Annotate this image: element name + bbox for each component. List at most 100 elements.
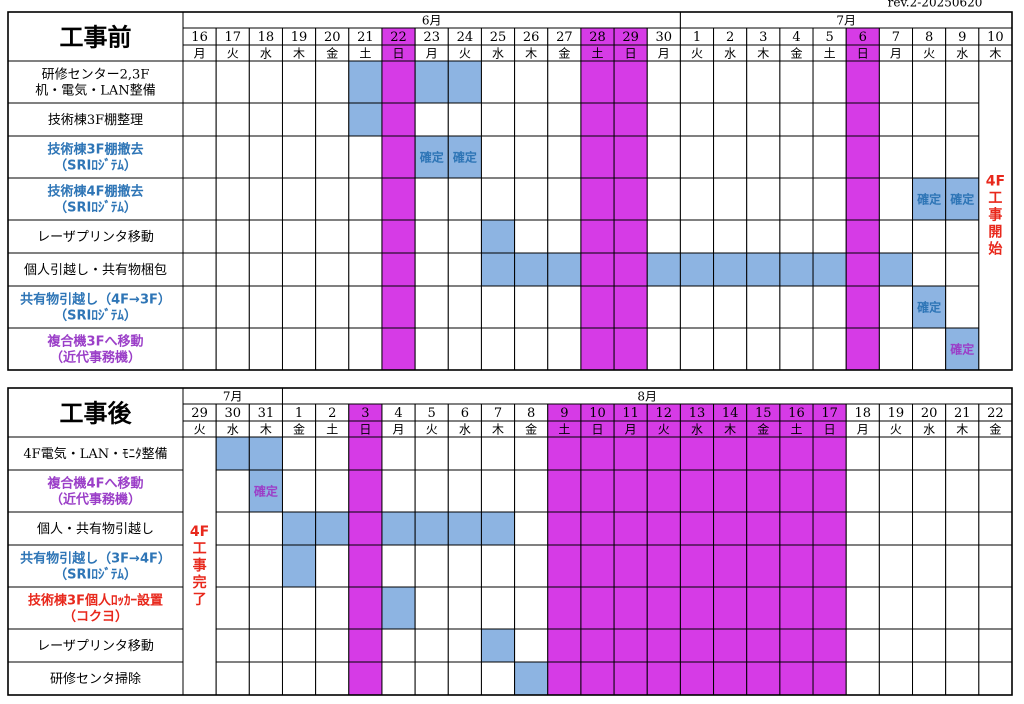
day-label: 16 [788,406,805,421]
weekday-label: 金 [293,422,305,437]
empty-cell [414,544,449,588]
holiday-cell [613,177,648,221]
weekday-label: 火 [426,423,438,437]
empty-cell [779,285,814,329]
task-label-cell [7,102,184,137]
empty-cell [447,544,482,588]
weekday-label: 金 [326,46,338,61]
holiday-cell [779,628,814,663]
holiday-cell [348,469,383,513]
empty-cell [248,60,283,104]
empty-cell [912,661,947,696]
holiday-cell [679,469,715,513]
confirmed-label: 確定 [420,150,444,165]
empty-cell [746,102,781,137]
empty-cell [281,135,317,179]
empty-cell [878,661,914,696]
weekday-label: 月 [857,423,869,437]
holiday-cell [713,469,748,513]
holiday-cell [679,628,715,663]
holiday-cell [713,511,748,546]
table-border [7,387,1013,696]
day-label: 17 [224,30,241,45]
holiday-cell [679,511,715,546]
empty-cell [845,469,880,513]
empty-cell [746,219,781,254]
task-block [812,252,847,287]
day-label: 9 [560,406,568,421]
weekday-label: 月 [658,47,670,61]
holiday-cell [746,436,781,471]
holiday-cell [348,511,383,546]
weekday-label: 月 [393,423,405,437]
day-label: 1 [295,406,303,421]
empty-cell [912,102,947,137]
holiday-cell [812,661,847,696]
empty-cell [182,60,217,104]
holiday-cell [779,586,814,630]
empty-cell [845,511,880,546]
weekday-label: 木 [293,47,305,61]
empty-cell [281,177,317,221]
empty-cell [414,469,449,513]
holiday-cell [547,511,582,546]
empty-cell [315,219,350,254]
empty-cell [281,436,317,471]
task-label: （近代事務機） [50,492,141,508]
empty-cell [945,252,980,287]
confirmed-label: 確定 [453,150,477,165]
note-char: 始 [988,241,1002,258]
weekday-label: 水 [227,423,239,437]
task-block [414,135,449,179]
weekday-label: 日 [359,423,371,437]
holiday-cell [613,60,648,104]
holiday-cell [348,661,383,696]
empty-cell [281,661,317,696]
holiday-cell [679,436,715,471]
empty-cell [514,327,549,371]
empty-cell [514,60,549,104]
task-label: （SRIﾛｼﾞﾃﾑ） [54,158,137,174]
weekday-label: 金 [558,46,570,61]
empty-cell [978,436,1013,471]
day-label: 18 [258,30,275,45]
empty-cell [845,436,880,471]
empty-cell [779,219,814,254]
day-label: 28 [589,30,606,45]
task-label: 複合機3Fへ移動 [47,334,144,350]
empty-cell [480,586,516,630]
empty-cell [912,628,947,663]
empty-cell [480,177,516,221]
empty-cell [812,60,847,104]
weekday-label: 火 [923,47,935,61]
empty-cell [414,285,449,329]
note-char: 工 [988,191,1002,207]
empty-cell [547,327,582,371]
empty-cell [845,544,880,588]
holiday-cell [845,327,880,371]
task-block [447,60,482,104]
empty-cell [514,511,549,546]
empty-cell [547,135,582,179]
empty-cell [514,436,549,471]
empty-cell [248,252,283,287]
note-text: 4F 工事開始 [986,174,1005,258]
empty-cell [315,436,350,471]
empty-cell [945,544,980,588]
day-label: 19 [888,406,905,421]
empty-cell [480,60,516,104]
day-label: 6 [859,30,867,45]
empty-cell [912,586,947,630]
day-label: 7 [494,406,502,421]
empty-cell [480,135,516,179]
holiday-cell [746,628,781,663]
note-char: 事 [988,207,1002,224]
empty-cell [713,327,748,371]
weekday-label: 火 [459,47,471,61]
holiday-cell [580,285,615,329]
holiday-cell [613,252,648,287]
holiday-cell [845,102,880,137]
empty-cell [281,102,317,137]
confirmed-label: 確定 [254,484,278,499]
task-block [746,252,781,287]
